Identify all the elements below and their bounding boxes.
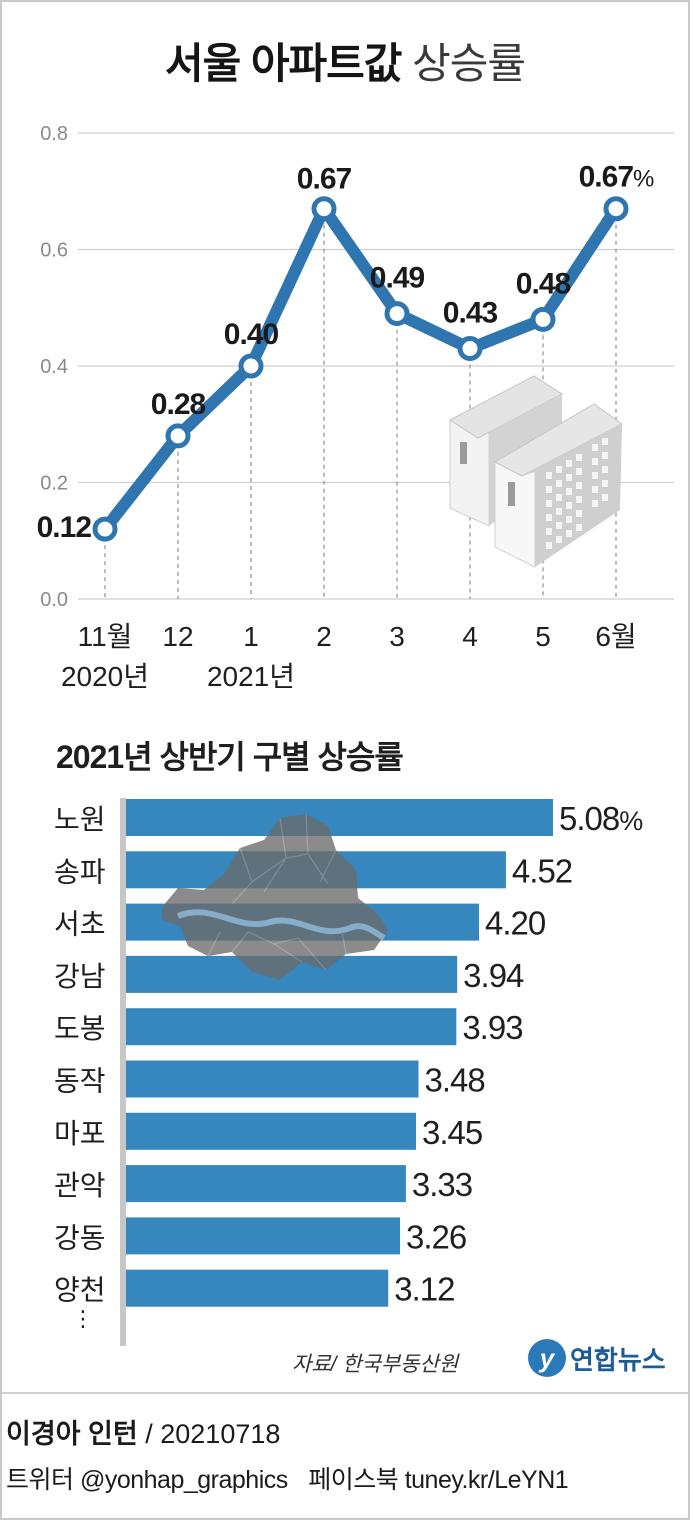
data-label: 0.67% xyxy=(579,161,654,194)
x-tick-label: 1 xyxy=(243,621,259,652)
x-tick-label: 12 xyxy=(162,621,193,652)
twitter-label: 트위터 xyxy=(6,1466,74,1494)
facebook-link[interactable]: tuney.kr/LeYN1 xyxy=(404,1466,569,1494)
series-line xyxy=(99,202,622,536)
bar xyxy=(126,1165,406,1203)
data-label: 0.49 xyxy=(370,262,425,295)
bar xyxy=(126,799,553,836)
date-separator: / xyxy=(145,1419,153,1449)
bar-category-label: 강동 xyxy=(54,1222,106,1253)
x-tick-label: 3 xyxy=(389,621,405,652)
bar-value-label: 3.33 xyxy=(412,1166,472,1203)
data-points xyxy=(92,196,629,542)
data-label: 0.12 xyxy=(37,511,92,544)
bar-value-label: 3.94 xyxy=(463,957,524,994)
bar-chart-title: 2021년 상반기 구별 상승률 xyxy=(56,739,404,775)
social-line: 트위터 @yonhap_graphics 페이스북 tuney.kr/LeYN1 xyxy=(6,1460,569,1496)
bar xyxy=(126,1217,401,1255)
bar-value-labels: 5.08% 4.52 4.20 3.94 3.93 3.48 3.45 3.33 3.26 3.1… xyxy=(394,800,644,1308)
data-point xyxy=(457,336,483,362)
bar-value-label: 3.26 xyxy=(406,1218,466,1255)
bar-category-label: 동작 xyxy=(54,1066,106,1097)
data-point xyxy=(530,306,556,332)
page-title: 서울 아파트값 상승률 xyxy=(2,30,688,91)
y-tick-label: 0.8 xyxy=(40,123,68,145)
data-point xyxy=(165,423,191,449)
bar-category-label: 송파 xyxy=(54,856,106,887)
logo-mark-icon: y xyxy=(528,1339,566,1377)
y-tick-label: 0.4 xyxy=(40,356,68,378)
bar xyxy=(126,1008,457,1046)
yonhap-logo: y 연합뉴스 xyxy=(528,1338,666,1378)
unit-suffix: % xyxy=(619,806,643,836)
y-tick-label: 0.6 xyxy=(40,240,68,262)
data-point xyxy=(311,196,337,222)
title-main: 서울 아파트값 xyxy=(164,40,403,87)
bar-category-label: 양천 xyxy=(54,1275,106,1306)
data-source: 자료/ 한국부동산원 xyxy=(292,1353,459,1376)
bar xyxy=(126,1269,389,1307)
bar xyxy=(126,1060,419,1098)
bar-value-label: 4.20 xyxy=(485,905,546,942)
x-tick-label: 11월 xyxy=(78,621,133,652)
seoul-map-icon xyxy=(162,813,388,980)
bar-category-label: 관악 xyxy=(54,1170,106,1201)
facebook-label: 페이스북 xyxy=(308,1466,399,1494)
bar-category-label: 도봉 xyxy=(54,1013,106,1044)
bar-value-label: 5.08% xyxy=(559,800,643,837)
x-sub-label: 2020년 xyxy=(61,661,149,692)
data-label: 0.48 xyxy=(516,267,571,300)
credit-line: 이경아 인턴 / 20210718 xyxy=(6,1412,280,1451)
x-tick-label: 4 xyxy=(462,621,478,652)
data-point xyxy=(603,196,629,222)
x-tick-label: 6월 xyxy=(595,621,636,652)
data-point xyxy=(238,353,264,379)
x-sub-label: 2021년 xyxy=(207,661,295,692)
data-label: 0.67 xyxy=(297,163,352,196)
data-point xyxy=(92,516,118,542)
bar-category-label: 강남 xyxy=(54,961,106,992)
author: 이경아 인턴 xyxy=(6,1419,138,1449)
bar xyxy=(126,1112,416,1150)
bar-axis xyxy=(120,798,126,1346)
series-polyline xyxy=(99,202,622,536)
bar-category-label: 노원 xyxy=(54,804,106,835)
bar-category-label: 서초 xyxy=(54,909,106,940)
apartment-building-icon xyxy=(449,375,623,568)
x-tick-label: 5 xyxy=(535,621,551,652)
date: 20210718 xyxy=(160,1419,281,1449)
twitter-handle[interactable]: @yonhap_graphics xyxy=(79,1466,288,1494)
bar-value-label: 3.45 xyxy=(422,1114,482,1151)
data-label: 0.43 xyxy=(443,297,498,330)
bar-value-label: 3.12 xyxy=(394,1271,454,1308)
bar-category-label: 마포 xyxy=(54,1118,106,1149)
logo-text: 연합뉴스 xyxy=(570,1344,666,1375)
unit-suffix: % xyxy=(633,166,654,193)
data-labels: 0.12 0.28 0.40 0.67 0.49 0.43 0.48 0.67% xyxy=(37,161,655,544)
bar-value-label: 4.52 xyxy=(512,852,572,889)
bar-value-label: 3.48 xyxy=(425,1062,485,1099)
data-point xyxy=(384,301,410,327)
bar-value-label: 3.93 xyxy=(462,1009,522,1046)
y-tick-label: 0.0 xyxy=(40,589,68,611)
data-label: 0.28 xyxy=(151,388,206,421)
title-sub: 상승률 xyxy=(412,40,526,87)
x-tick-label: 2 xyxy=(316,621,332,652)
data-label: 0.40 xyxy=(224,318,279,351)
more-indicator: ⋮ xyxy=(72,1306,94,1331)
y-tick-label: 0.2 xyxy=(40,473,68,495)
footer-divider xyxy=(2,1392,688,1394)
bar-chart: 5.08% 4.52 4.20 3.94 3.93 3.48 3.45 3.33 3.26 3.1… xyxy=(54,798,644,1346)
